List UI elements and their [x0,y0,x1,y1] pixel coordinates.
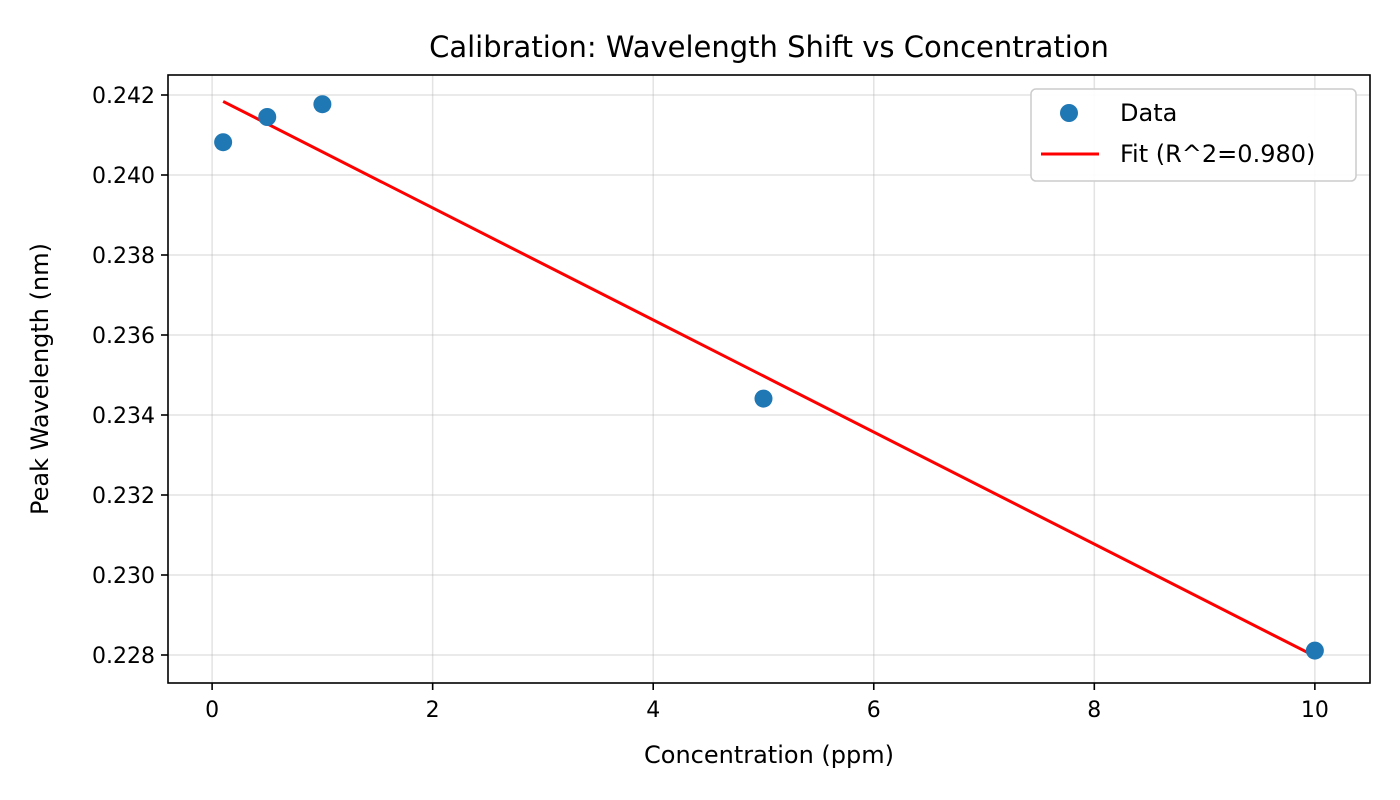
x-tick-label: 0 [205,698,219,723]
x-tick-label: 4 [646,698,660,723]
y-tick-label: 0.230 [92,564,155,589]
y-axis-label: Peak Wavelength (nm) [26,243,54,515]
y-tick-label: 0.232 [92,484,155,509]
legend: Data Fit (R^2=0.980) [1030,88,1357,182]
data-point [258,108,277,126]
plot-frame [167,74,1371,684]
y-tick-label: 0.234 [92,404,155,429]
x-tick-label: 6 [867,698,881,723]
data-point [313,95,332,114]
x-axis-label: Concentration (ppm) [644,741,894,769]
data-point [1305,641,1324,660]
data-point [214,133,233,152]
x-tick-label: 2 [426,698,440,723]
chart-title: Calibration: Wavelength Shift vs Concent… [429,30,1109,64]
axis-ticks: 0 2 4 6 8 10 0.228 0.230 0.232 0.234 0.236 0.238 0.2… [92,84,1329,723]
y-tick-label: 0.238 [92,244,155,269]
legend-marker-data [1060,104,1078,122]
legend-label-fit: Fit (R^2=0.980) [1120,140,1315,168]
y-tick-label: 0.236 [92,324,155,349]
series-layer [214,95,1324,660]
legend-label-data: Data [1120,99,1177,127]
x-tick-label: 10 [1301,698,1329,723]
legend-frame [1030,88,1357,182]
data-point [754,389,773,408]
x-tick-label: 8 [1087,698,1101,723]
y-tick-label: 0.240 [92,164,155,189]
y-tick-label: 0.242 [92,84,155,109]
fit-line [222,100,1316,658]
y-tick-label: 0.228 [92,644,155,669]
